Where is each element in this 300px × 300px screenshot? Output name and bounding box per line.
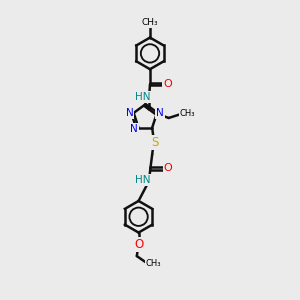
Text: CH₃: CH₃ bbox=[142, 18, 158, 27]
Text: O: O bbox=[164, 163, 172, 173]
Text: HN: HN bbox=[135, 175, 150, 185]
Text: N: N bbox=[130, 124, 138, 134]
Text: O: O bbox=[163, 79, 172, 89]
Text: O: O bbox=[134, 238, 144, 251]
Text: N: N bbox=[156, 108, 164, 118]
Text: S: S bbox=[151, 136, 158, 149]
Text: CH₃: CH₃ bbox=[180, 109, 195, 118]
Text: HN: HN bbox=[135, 92, 150, 102]
Text: N: N bbox=[126, 108, 134, 118]
Text: CH₃: CH₃ bbox=[146, 259, 161, 268]
